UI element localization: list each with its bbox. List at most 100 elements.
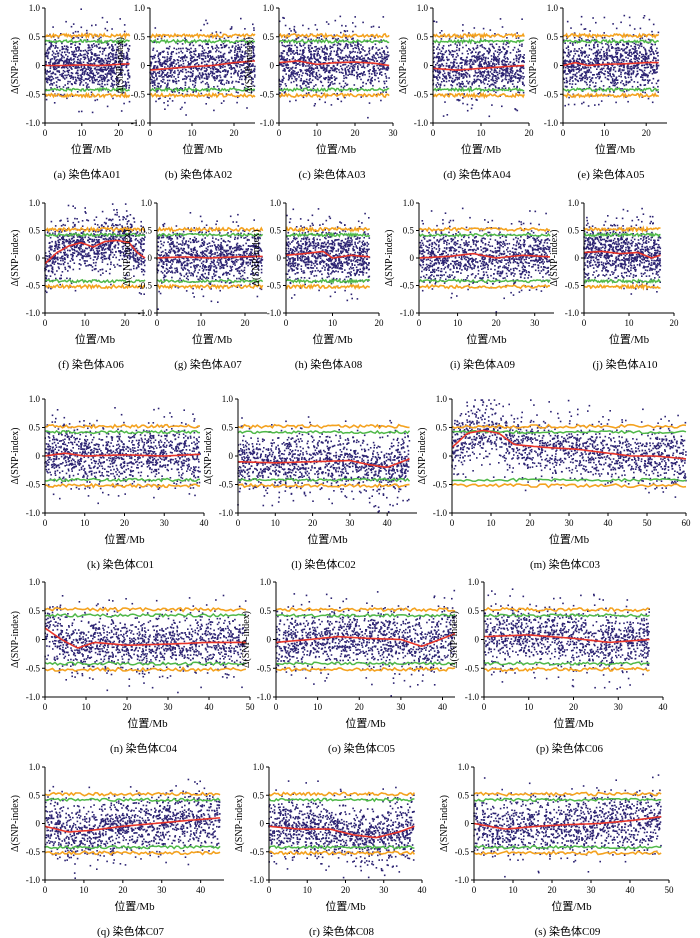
y-tick-label: 0 <box>270 61 275 71</box>
snp-point <box>651 66 653 68</box>
snp-point <box>84 73 86 75</box>
snp-point <box>329 77 331 79</box>
snp-point <box>446 50 448 52</box>
snp-point <box>380 68 382 70</box>
snp-point <box>472 47 474 49</box>
snp-point <box>455 75 457 77</box>
y-axis-label: Δ(SNP-index) <box>244 37 255 94</box>
snp-point <box>480 80 482 82</box>
snp-point <box>216 45 218 47</box>
snp-point <box>283 45 285 47</box>
snp-point <box>90 56 92 58</box>
snp-point <box>167 56 169 58</box>
snp-point <box>364 50 366 52</box>
snp-point <box>290 76 292 78</box>
snp-point <box>216 46 218 48</box>
snp-point <box>88 68 90 70</box>
snp-point <box>152 56 154 58</box>
snp-point <box>602 37 604 39</box>
snp-point <box>517 70 519 72</box>
snp-point <box>623 83 625 85</box>
snp-point <box>645 50 647 52</box>
snp-point <box>192 91 194 93</box>
snp-point <box>50 87 52 89</box>
snp-point <box>181 70 183 72</box>
snp-point <box>501 106 503 108</box>
snp-point <box>204 49 206 51</box>
snp-point <box>332 61 334 63</box>
snp-point <box>164 60 166 62</box>
snp-point <box>331 104 333 106</box>
snp-point <box>112 86 114 88</box>
snp-point <box>657 52 659 54</box>
snp-point <box>624 85 626 87</box>
snp-point <box>237 37 239 39</box>
snp-point <box>569 66 571 68</box>
snp-point <box>316 59 318 61</box>
snp-point <box>347 46 349 48</box>
snp-point <box>305 37 307 39</box>
snp-point <box>53 78 55 80</box>
snp-point <box>174 66 176 68</box>
snp-point <box>570 27 572 29</box>
snp-point <box>301 45 303 47</box>
snp-point <box>564 70 566 72</box>
snp-point <box>290 30 292 32</box>
snp-point <box>452 78 454 80</box>
snp-point <box>480 45 482 47</box>
snp-point <box>297 54 299 56</box>
snp-point <box>80 63 82 65</box>
snp-point <box>360 79 362 81</box>
snp-point <box>216 31 218 33</box>
snp-point <box>375 44 377 46</box>
snp-point <box>190 48 192 50</box>
snp-point <box>206 76 208 78</box>
snp-point <box>51 58 53 60</box>
threshold-95-upper <box>433 40 524 43</box>
snp-point <box>291 72 293 74</box>
snp-point <box>303 59 305 61</box>
snp-point <box>588 69 590 71</box>
snp-point <box>46 53 48 55</box>
snp-point <box>650 71 652 73</box>
snp-point <box>323 65 325 67</box>
snp-point <box>309 49 311 51</box>
snp-point <box>578 81 580 83</box>
snp-point <box>488 77 490 79</box>
snp-point <box>472 55 474 57</box>
snp-point <box>294 30 296 32</box>
snp-point <box>180 108 182 110</box>
snp-point <box>187 61 189 63</box>
snp-point <box>614 85 616 87</box>
x-axis-label: 位置/Mb <box>316 142 357 156</box>
snp-point <box>307 74 309 76</box>
snp-point <box>462 103 464 105</box>
snp-point <box>309 78 311 80</box>
snp-point <box>311 58 313 60</box>
snp-point <box>220 83 222 85</box>
snp-point <box>298 37 300 39</box>
snp-point <box>315 24 317 26</box>
snp-point <box>452 82 454 84</box>
snp-point <box>632 86 634 88</box>
snp-point <box>178 92 180 94</box>
snp-point <box>209 58 211 60</box>
snp-point <box>592 82 594 84</box>
snp-point <box>509 75 511 77</box>
snp-point <box>87 72 89 74</box>
snp-point <box>105 73 107 75</box>
snp-point <box>364 74 366 76</box>
snp-point <box>174 70 176 72</box>
snp-point <box>511 75 513 77</box>
snp-point <box>102 51 104 53</box>
snp-point <box>387 51 389 53</box>
snp-point <box>520 77 522 79</box>
snp-point <box>349 67 351 69</box>
snp-point <box>237 49 239 51</box>
y-tick-label: 1.0 <box>29 3 41 13</box>
snp-point <box>478 56 480 58</box>
snp-point <box>73 62 75 64</box>
snp-point <box>354 47 356 49</box>
snp-point <box>647 80 649 82</box>
snp-point <box>603 68 605 70</box>
